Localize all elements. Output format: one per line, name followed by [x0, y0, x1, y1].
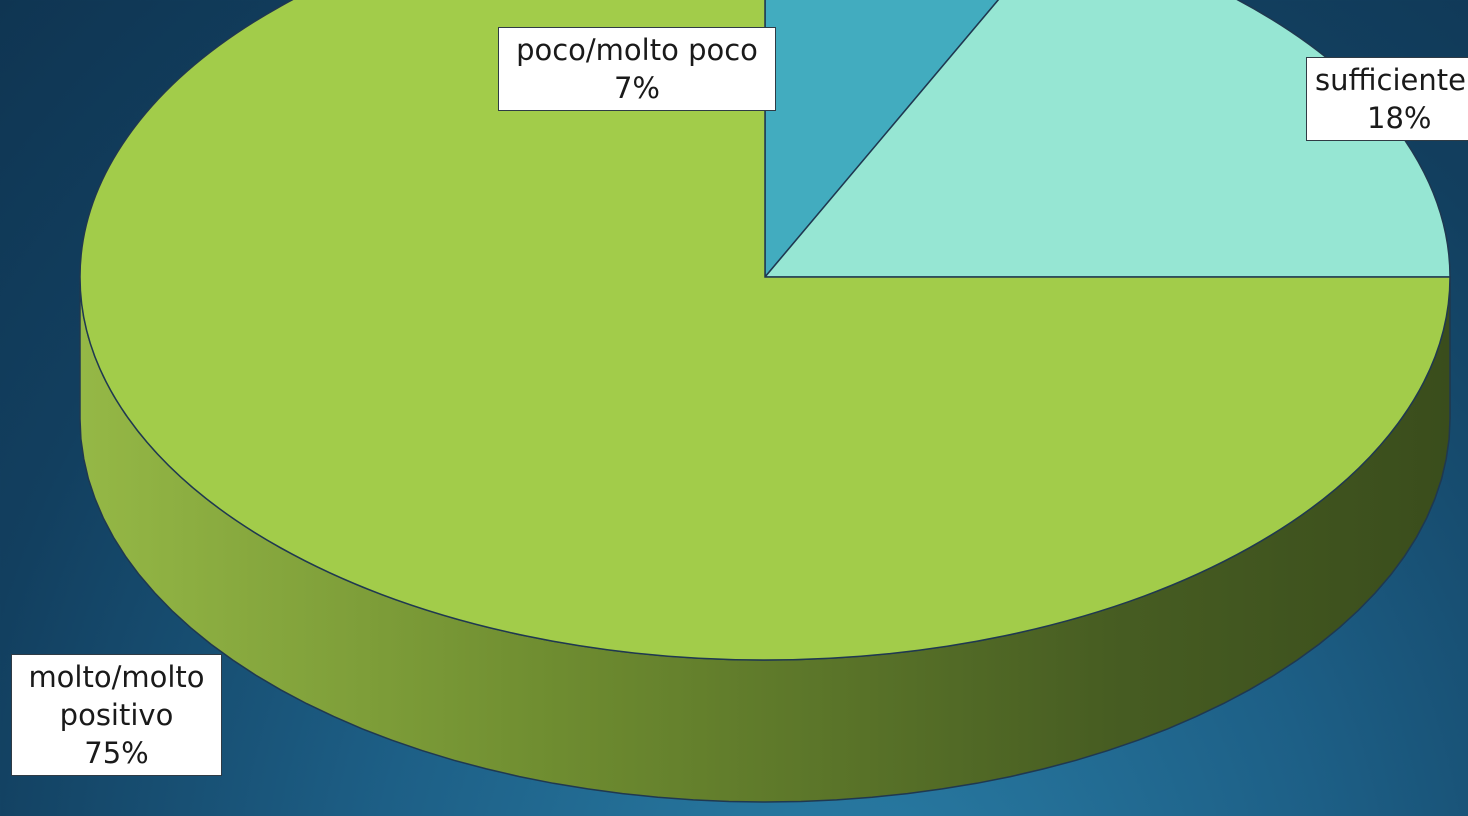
data-label-poco-molto-poco: poco/molto poco 7%	[498, 27, 776, 111]
data-label-molto-molto-positivo: molto/molto positivo 75%	[11, 654, 222, 776]
slice-value-text: 18%	[1367, 101, 1432, 135]
pie-slice-2	[79, 0, 1451, 661]
pie-top-layer	[79, 0, 1451, 661]
slice-label-line-2: positivo	[59, 698, 174, 732]
slice-value-text: 7%	[613, 71, 660, 105]
slice-label-text: poco/molto poco	[516, 33, 758, 67]
data-label-sufficiente: sufficiente 18%	[1306, 57, 1468, 141]
pie-slice-0	[764, 0, 1000, 280]
slice-value-text: 75%	[84, 736, 149, 770]
slice-label-text: sufficiente	[1315, 63, 1466, 97]
slice-label-line-1: molto/molto	[28, 660, 205, 694]
